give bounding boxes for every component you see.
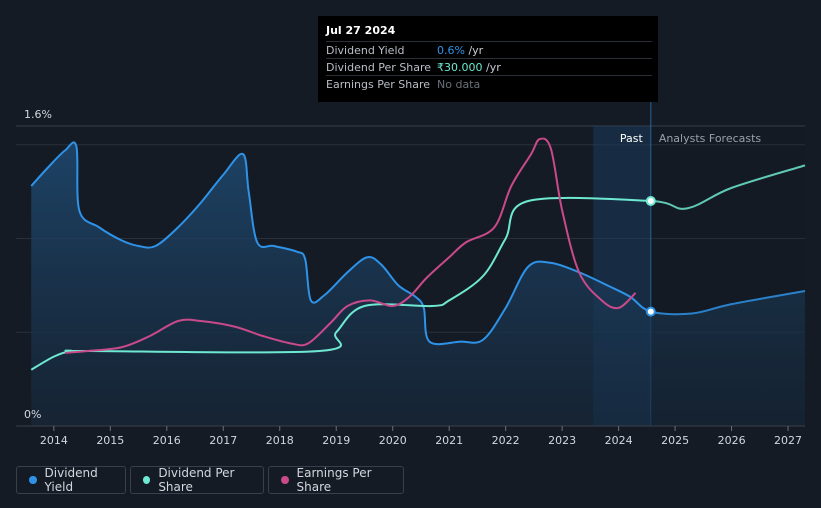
tooltip-row-dividend-per-share: Dividend Per Share ₹30.000 /yr xyxy=(326,58,652,76)
legend-label: Dividend Per Share xyxy=(158,466,235,494)
tooltip-label: Dividend Yield xyxy=(326,44,405,57)
x-tick-label: 2014 xyxy=(40,434,68,447)
dividend-per-share-line xyxy=(30,164,806,371)
highlight-point xyxy=(645,306,656,317)
tooltip-row-dividend-yield: Dividend Yield 0.6% /yr xyxy=(326,41,652,59)
x-tick-label: 2022 xyxy=(492,434,520,447)
x-tick-label: 2027 xyxy=(774,434,802,447)
legend-dividend-per-share[interactable]: Dividend Per Share xyxy=(130,466,264,494)
tooltip-row-earnings-per-share: Earnings Per Share No data xyxy=(326,75,652,93)
x-tick-label: 2025 xyxy=(661,434,689,447)
highlight-points xyxy=(645,196,656,317)
y-axis-top-label: 1.6% xyxy=(24,108,52,121)
dividend-yield-area xyxy=(31,142,806,426)
tooltip-value: No data xyxy=(437,78,481,91)
chart-tooltip: Jul 27 2024 Dividend Yield 0.6% /yr Divi… xyxy=(318,16,658,102)
legend-dot-icon xyxy=(29,476,37,484)
x-tick-label: 2023 xyxy=(548,434,576,447)
past-label: Past xyxy=(620,132,644,145)
x-tick-label: 2024 xyxy=(605,434,633,447)
x-tick-label: 2016 xyxy=(153,434,181,447)
highlight-point xyxy=(645,196,656,206)
chart-series xyxy=(30,126,806,426)
x-tick-label: 2018 xyxy=(266,434,294,447)
tooltip-label: Dividend Per Share xyxy=(326,61,432,74)
dividend-yield-line xyxy=(30,141,806,346)
legend-dot-icon xyxy=(281,476,289,484)
x-axis-ticks: 2014 2015 2016 2017 2018 2019 2020 2021 2022 2023… xyxy=(16,425,805,447)
x-tick-label: 2020 xyxy=(379,434,407,447)
tooltip-label: Earnings Per Share xyxy=(326,78,431,91)
legend-earnings-per-share[interactable]: Earnings Per Share xyxy=(268,466,404,494)
tooltip-value: 0.6% /yr xyxy=(437,44,484,57)
legend-label: Dividend Yield xyxy=(44,466,98,494)
forecast-overlay xyxy=(650,126,805,426)
x-tick-label: 2019 xyxy=(322,434,350,447)
x-tick-label: 2021 xyxy=(435,434,463,447)
legend-dividend-yield[interactable]: Dividend Yield xyxy=(16,466,126,494)
x-tick-label: 2015 xyxy=(96,434,124,447)
x-tick-label: 2026 xyxy=(718,434,746,447)
earnings-per-share-line xyxy=(65,137,637,354)
legend-label: Earnings Per Share xyxy=(296,466,372,494)
analysts-forecasts-label: Analysts Forecasts xyxy=(659,132,762,145)
tooltip-value: ₹30.000 /yr xyxy=(437,61,501,74)
x-tick-label: 2017 xyxy=(209,434,237,447)
y-axis-bottom-label: 0% xyxy=(24,408,41,421)
tooltip-date: Jul 27 2024 xyxy=(326,24,396,37)
legend-dot-icon xyxy=(143,476,151,484)
